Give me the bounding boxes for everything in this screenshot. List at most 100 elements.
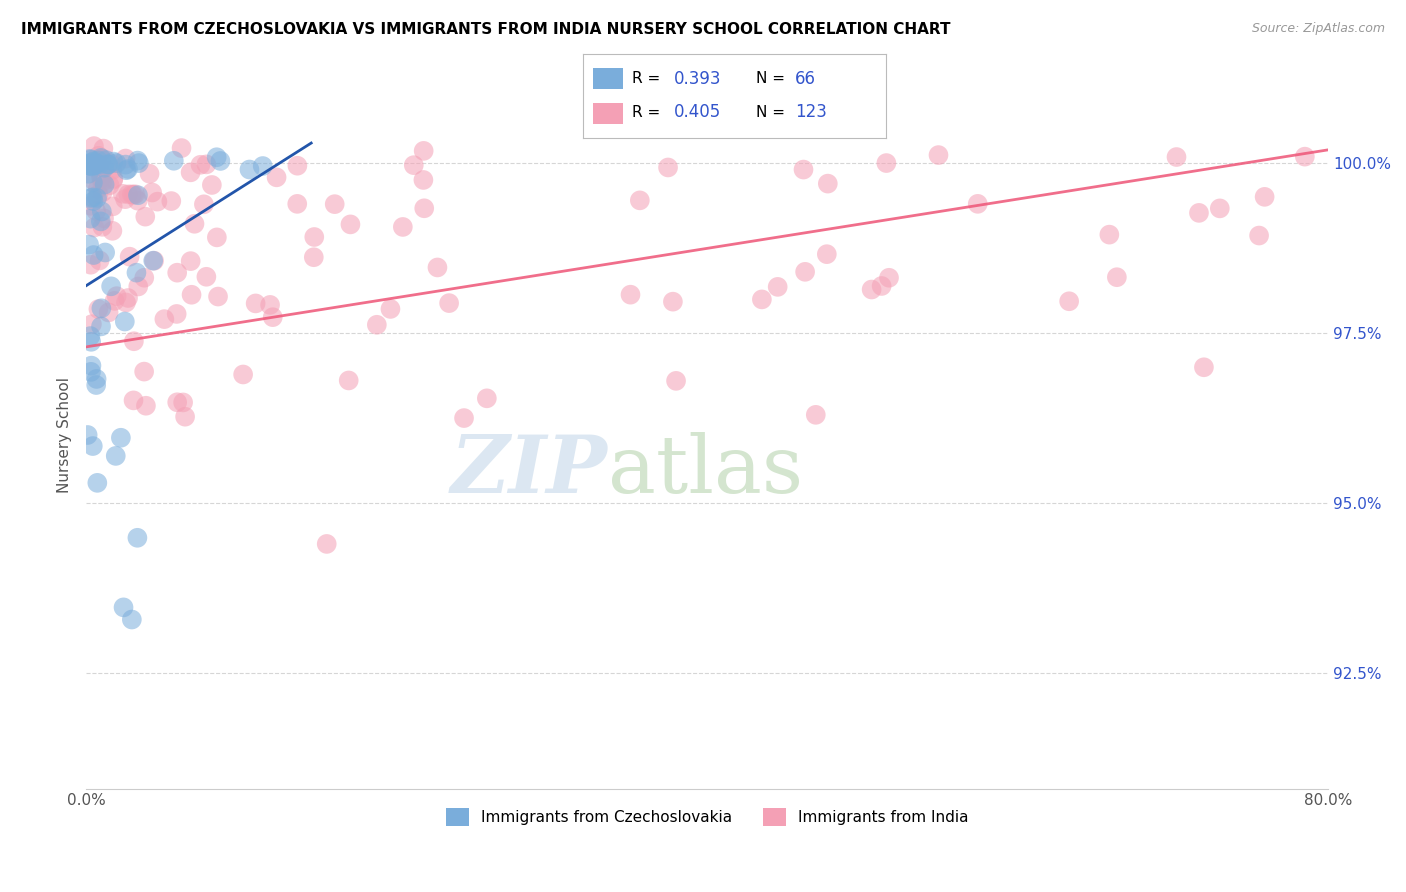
Point: [127, 194, 149, 208]
Point: [166, 307, 188, 321]
Point: [80, 359, 103, 373]
Point: [86, 182, 108, 196]
Point: [142, 253, 165, 268]
Point: [877, 270, 900, 285]
Text: N =: N =: [756, 105, 785, 120]
Point: [124, 187, 146, 202]
Point: [413, 201, 436, 215]
Point: [96, 153, 118, 168]
Point: [82, 173, 104, 187]
Point: [766, 280, 789, 294]
Point: [794, 265, 817, 279]
Point: [101, 199, 124, 213]
Point: [180, 254, 202, 268]
Point: [91, 219, 114, 234]
Point: [82, 157, 104, 171]
Point: [77, 158, 100, 172]
Point: [475, 392, 498, 406]
Point: [101, 224, 124, 238]
Point: [103, 154, 125, 169]
Point: [103, 293, 125, 308]
Point: [339, 218, 361, 232]
Point: [252, 159, 274, 173]
Point: [127, 279, 149, 293]
Point: [619, 287, 641, 301]
Point: [122, 334, 145, 349]
Point: [97, 157, 120, 171]
Point: [93, 142, 115, 156]
Point: [817, 177, 839, 191]
Point: [180, 165, 202, 179]
Point: [114, 314, 136, 328]
Point: [875, 156, 897, 170]
Point: [163, 153, 186, 168]
Point: [751, 293, 773, 307]
Point: [79, 152, 101, 166]
Point: [79, 159, 101, 173]
Point: [100, 157, 122, 171]
Point: [1294, 150, 1316, 164]
Point: [86, 475, 108, 490]
Point: [1192, 360, 1215, 375]
Point: [1209, 202, 1232, 216]
Point: [195, 157, 218, 171]
Point: [115, 295, 138, 310]
Point: [93, 161, 115, 175]
Point: [657, 161, 679, 175]
Point: [114, 158, 136, 172]
Point: [115, 163, 138, 178]
Point: [91, 185, 114, 199]
Point: [628, 194, 651, 208]
Point: [815, 247, 838, 261]
Text: IMMIGRANTS FROM CZECHOSLOVAKIA VS IMMIGRANTS FROM INDIA NURSERY SCHOOL CORRELATI: IMMIGRANTS FROM CZECHOSLOVAKIA VS IMMIGR…: [21, 22, 950, 37]
Point: [93, 178, 115, 192]
Point: [80, 365, 103, 379]
Point: [402, 158, 425, 172]
Point: [392, 219, 415, 234]
Point: [86, 155, 108, 169]
Point: [195, 269, 218, 284]
Point: [1166, 150, 1188, 164]
Point: [87, 149, 110, 163]
Point: [153, 312, 176, 326]
Point: [101, 162, 124, 177]
Point: [437, 296, 460, 310]
Point: [172, 395, 194, 409]
Point: [83, 248, 105, 262]
Point: [82, 439, 104, 453]
Point: [90, 151, 112, 165]
Point: [183, 217, 205, 231]
Point: [105, 289, 128, 303]
Point: [207, 289, 229, 303]
Point: [83, 154, 105, 169]
Point: [287, 159, 309, 173]
Point: [304, 230, 326, 244]
Point: [170, 141, 193, 155]
Point: [193, 197, 215, 211]
Point: [118, 250, 141, 264]
Point: [89, 158, 111, 172]
Point: [87, 153, 110, 168]
Text: 0.405: 0.405: [675, 103, 721, 121]
Point: [1057, 294, 1080, 309]
Point: [245, 296, 267, 310]
Point: [86, 157, 108, 171]
Point: [97, 157, 120, 171]
Text: ZIP: ZIP: [451, 432, 607, 509]
Point: [128, 156, 150, 170]
Point: [366, 318, 388, 332]
Y-axis label: Nursery School: Nursery School: [58, 377, 72, 493]
Point: [1105, 270, 1128, 285]
Point: [79, 329, 101, 343]
Point: [166, 266, 188, 280]
Point: [79, 211, 101, 226]
Point: [112, 600, 135, 615]
Point: [97, 305, 120, 319]
Point: [87, 187, 110, 202]
Point: [121, 187, 143, 202]
Text: 0.393: 0.393: [675, 70, 721, 87]
Point: [870, 279, 893, 293]
Point: [84, 204, 107, 219]
Point: [77, 237, 100, 252]
Point: [134, 210, 156, 224]
